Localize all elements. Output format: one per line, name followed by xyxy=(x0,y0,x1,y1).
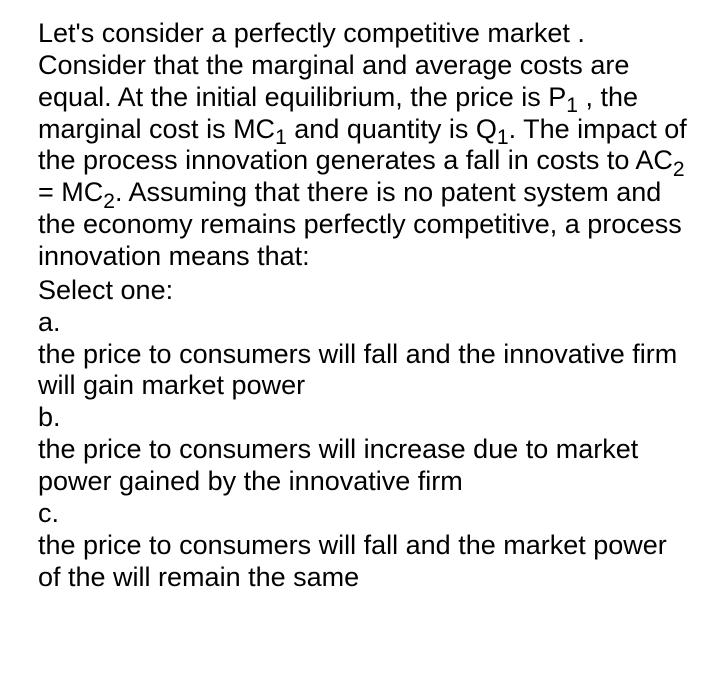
question-text-6: . Assuming that there is no patent syste… xyxy=(38,177,682,271)
option-b-label: b. xyxy=(38,402,688,434)
option-a[interactable]: a. the price to consumers will fall and … xyxy=(38,307,688,403)
subscript-mc2: 2 xyxy=(103,190,115,213)
subscript-ac2: 2 xyxy=(673,158,685,181)
question-text-3: and quantity is Q xyxy=(287,114,497,144)
subscript-q1: 1 xyxy=(497,126,509,149)
option-b-text: the price to consumers will increase due… xyxy=(38,434,688,498)
option-a-text: the price to consumers will fall and the… xyxy=(38,339,688,403)
option-b[interactable]: b. the price to consumers will increase … xyxy=(38,402,688,498)
option-a-label: a. xyxy=(38,307,688,339)
question-text-5: = MC xyxy=(38,177,103,207)
select-instruction: Select one: xyxy=(38,275,688,307)
option-c[interactable]: c. the price to consumers will fall and … xyxy=(38,498,688,594)
option-c-text: the price to consumers will fall and the… xyxy=(38,530,688,594)
question-text-1: Let's consider a perfectly competitive m… xyxy=(38,18,629,112)
option-c-label: c. xyxy=(38,498,688,530)
subscript-mc1: 1 xyxy=(275,126,287,149)
question-stem: Let's consider a perfectly competitive m… xyxy=(38,18,688,273)
subscript-p1: 1 xyxy=(566,94,578,117)
